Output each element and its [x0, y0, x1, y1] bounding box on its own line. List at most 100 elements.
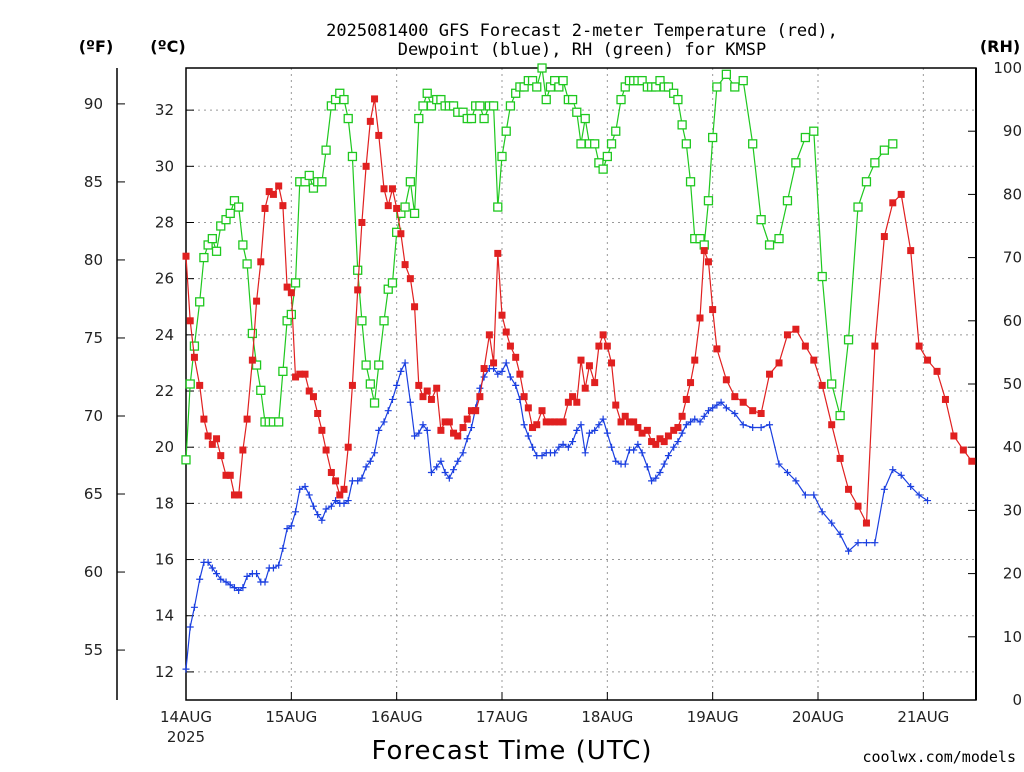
- temperature-point: [384, 202, 392, 210]
- rh-point: [426, 101, 437, 111]
- x-axis-year-label: 2025: [167, 728, 205, 746]
- chart-title-line-1: 2025081400 GFS Forecast 2-meter Temperat…: [326, 21, 838, 41]
- x-tick-label: 17AUG: [476, 708, 528, 726]
- temperature-point: [524, 404, 532, 412]
- rh-point: [764, 240, 775, 250]
- dewpoint-point: [524, 432, 532, 440]
- temperature-point: [265, 188, 273, 196]
- temperature-point: [731, 393, 739, 401]
- rh-point: [409, 208, 420, 219]
- temperature-point: [546, 418, 554, 426]
- temperature-point: [362, 162, 370, 170]
- dewpoint-point: [423, 426, 431, 434]
- temperature-point: [749, 407, 757, 415]
- rh-tick-label: 60: [1003, 312, 1022, 330]
- temperature-point: [516, 370, 524, 378]
- temperature-point: [393, 204, 401, 212]
- temperature-point: [450, 429, 458, 437]
- rh-point: [274, 417, 284, 427]
- dewpoint-point: [480, 373, 488, 381]
- rh-tick-label: 10: [1003, 628, 1022, 646]
- temperature-point: [506, 342, 514, 350]
- rh-point: [387, 278, 398, 288]
- dewpoint-point: [512, 381, 520, 389]
- rh-point: [738, 75, 748, 86]
- dewpoint-point: [502, 359, 510, 367]
- temperature-point: [498, 311, 506, 319]
- temperature-point: [196, 381, 204, 389]
- celsius-tick-label: 16: [155, 551, 174, 569]
- dewpoint-point: [217, 575, 225, 583]
- temperature-point: [520, 393, 528, 401]
- temperature-point: [371, 95, 379, 103]
- temperature-point: [907, 247, 915, 255]
- rh-point: [234, 202, 244, 212]
- rh-point: [225, 208, 235, 219]
- celsius-tick-label: 18: [155, 494, 174, 512]
- temperature-point: [585, 362, 593, 370]
- temperature-point: [427, 395, 435, 403]
- temperature-point: [722, 376, 730, 384]
- x-tick-label: 16AUG: [371, 708, 423, 726]
- dewpoint-point: [322, 505, 330, 513]
- temperature-point: [472, 407, 480, 415]
- rh-point: [590, 139, 600, 149]
- temperature-point: [437, 426, 445, 434]
- dewpoint-point: [196, 575, 204, 583]
- temperature-point: [230, 491, 238, 499]
- rh-point: [211, 246, 222, 256]
- dewpoint-point: [915, 491, 923, 499]
- plot-frame: [185, 67, 977, 701]
- temperature-point: [494, 249, 502, 257]
- temperature-point: [480, 365, 488, 373]
- rh-point: [422, 88, 432, 98]
- dewpoint-point: [208, 564, 216, 572]
- temperature-point: [889, 199, 897, 207]
- temperature-point: [538, 407, 546, 415]
- rh-point: [365, 379, 375, 389]
- temperature-point: [314, 409, 322, 417]
- temperature-point: [704, 258, 712, 266]
- rh-point: [207, 233, 217, 244]
- x-tick-label: 15AUG: [265, 708, 317, 726]
- dewpoint-point: [253, 570, 261, 578]
- rh-tick-label: 40: [1003, 438, 1022, 456]
- celsius-tick-label: 32: [155, 101, 174, 119]
- dewpoint-point: [190, 603, 198, 611]
- dewpoint-point: [371, 449, 379, 457]
- temperature-point: [559, 418, 567, 426]
- temperature-point: [836, 454, 844, 462]
- temperature-point: [845, 485, 853, 493]
- temperature-point: [463, 415, 471, 423]
- rh-point: [199, 252, 209, 263]
- dewpoint-point: [783, 468, 791, 476]
- temperature-point: [542, 418, 550, 426]
- dewpoint-point: [818, 508, 826, 516]
- dewpoint-point: [569, 438, 577, 446]
- rh-point: [611, 126, 621, 136]
- rh-point: [782, 196, 793, 206]
- temperature-point: [358, 218, 366, 226]
- temperature-point: [634, 424, 642, 432]
- grid-lines: [185, 68, 976, 700]
- dewpoint-point: [204, 558, 212, 566]
- temperature-point: [222, 471, 230, 479]
- temperature-point: [810, 356, 818, 364]
- dewpoint-point: [388, 395, 396, 403]
- temperature-point: [318, 426, 326, 434]
- temperature-point: [577, 356, 585, 364]
- fahrenheit-tick-label: 60: [84, 563, 103, 581]
- temperature-point: [691, 356, 699, 364]
- celsius-unit-label: (ºC): [150, 37, 185, 56]
- dewpoint-point: [287, 522, 295, 530]
- temperature-point: [226, 471, 234, 479]
- x-tick-label: 14AUG: [160, 708, 212, 726]
- dewpoint-point: [344, 497, 352, 505]
- rh-point: [405, 177, 416, 187]
- temperature-point: [243, 415, 251, 423]
- rh-point: [800, 132, 811, 143]
- dewpoint-point: [880, 485, 888, 493]
- rh-point: [558, 75, 568, 86]
- temperature-point: [485, 331, 493, 339]
